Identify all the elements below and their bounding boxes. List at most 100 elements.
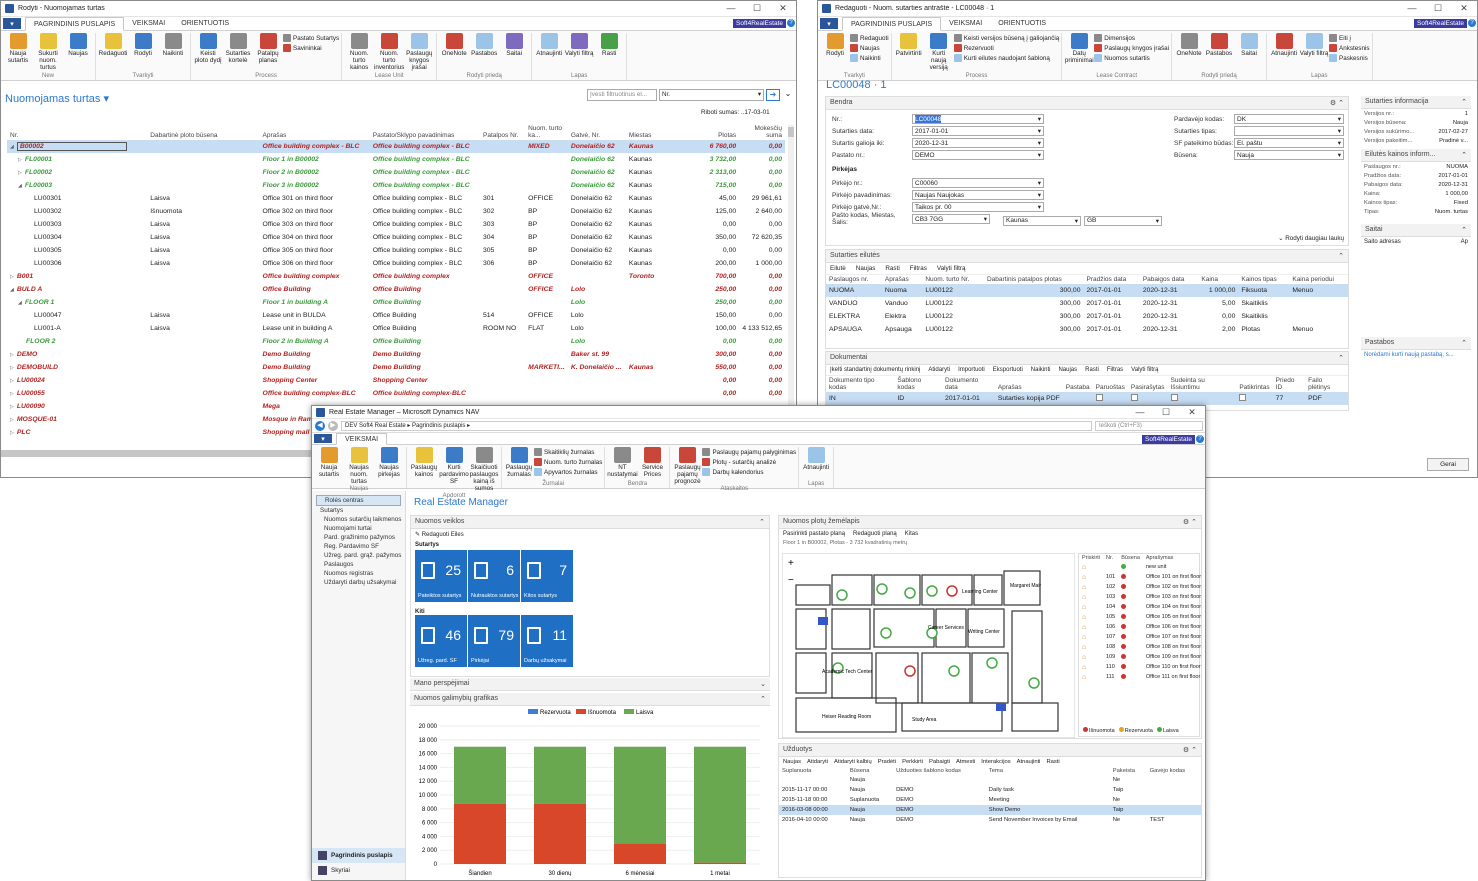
room-outline[interactable] [831,608,871,650]
sutartis-galioja-iki-input[interactable]: 2020-12-31 ▾ [912,138,1044,148]
paslaugu-pajamu-palyginimas-button[interactable]: Paslaugų pajamų palyginimas [702,448,796,456]
tab-navigate[interactable]: ORIENTUOTIS [181,20,230,27]
plotu-sutarc-iu-analize-button[interactable]: Plotų - sutarčių analizė [702,458,796,466]
paslaugu-kainos-button[interactable]: Paslaugų kainos [409,447,439,478]
assign-icon[interactable]: ⌂ [1082,563,1087,571]
map-header[interactable]: Nuomos plotų žemėlapis ⚙ ⌃ [779,516,1201,529]
map-unit-row[interactable]: ⌂ 102 Office 102 on first floor [1079,582,1204,592]
cell-nr[interactable]: LU00304 [7,231,147,244]
bar-is-nuomota[interactable] [694,862,746,864]
bar-laisva[interactable] [454,746,506,804]
pasirinkti-pastato-plana-button[interactable]: Pasirinkti pastato planą [783,531,846,537]
sutarties-kortele-button[interactable]: Sutarties kortelė [223,33,253,64]
column-header-miestas[interactable]: Miestas [628,132,652,139]
redaguoti-plana-button[interactable]: Redaguoti planą [853,531,897,537]
rezervuoti-button[interactable]: Rezervuoti [953,44,1060,52]
pardave-jo-kodas-input[interactable]: DK ▾ [1234,114,1344,124]
atidaryti-button[interactable]: Atidaryti [928,367,951,373]
floor-plan-image[interactable]: + − Margaret Mair Learning Center Career Ser… [782,553,1075,738]
expand-icon[interactable]: ▷ [10,404,14,410]
eksportuoti-button[interactable]: Eksportuoti [992,367,1023,373]
maximize-button[interactable]: ☐ [1433,3,1443,13]
ankstesnis-button[interactable]: Ankstesnis [1329,44,1370,52]
tab-actions[interactable]: VEIKSMAI [336,433,388,445]
column-header-nuom-turto-nr[interactable]: Nuom. turto Nr. [925,276,970,283]
unit-marker[interactable] [986,657,998,669]
unit-marker[interactable] [904,665,916,677]
unit-marker[interactable] [926,627,938,639]
tab-home[interactable]: PAGRINDINIS PUSLAPIS [25,17,125,31]
i-kelti-standartini-dokumentu-rinkini-button[interactable]: Įkelti standartinį dokumentų rinkinį [830,367,921,373]
map-unit-row[interactable]: ⌂ 111 Office 111 on first floor [1079,672,1204,682]
doc-cell[interactable] [1127,392,1168,405]
map-unit-row[interactable]: ⌂ 107 Office 107 on first floor [1079,632,1204,642]
unit-marker[interactable] [948,665,960,677]
column-header-pradz-ios-data[interactable]: Pradžios data [1086,276,1127,283]
checkbox[interactable] [1170,394,1178,401]
table-row[interactable]: ▷ B001 Office building complex Office build… [7,270,785,283]
column-header-kaina-periodui[interactable]: Kaina periodui [1292,276,1334,283]
cell-nr[interactable]: ◢ B00002 [7,140,148,153]
task-row[interactable]: 2015-11-18 00:00 Suplanuota DEMO Meeting Ne [779,795,1201,805]
unit-marker[interactable] [926,585,938,597]
table-row[interactable]: ◢ B00002 Office building complex - BLC Offi… [7,140,785,153]
horizontal-scrollbar[interactable] [1,450,311,457]
assign-icon[interactable]: ⌂ [1082,663,1087,671]
help-icon[interactable]: ? [787,19,795,27]
tasks-header[interactable]: Užduotys ⚙ ⌃ [779,744,1201,757]
ok-button[interactable]: Gerai [1427,458,1469,471]
pabaigti-button[interactable]: Pabaigti [929,759,950,765]
column-header-patalpos-nr[interactable]: Patalpos Nr. [483,132,519,139]
activities-header[interactable]: Nuomos veiklos ⌃ [411,516,769,529]
map-unit-row[interactable]: ⌂ 108 Office 108 on first floor [1079,642,1204,652]
nauja-sutartis-button[interactable]: Nauja sutartis [314,447,344,478]
column-header-s-ablono-kodas[interactable]: Šablono kodas [897,377,922,391]
room-outline[interactable] [875,652,919,704]
column-header-gatve-nr[interactable]: Gatvė, Nr. [570,132,601,139]
tab-actions[interactable]: VEIKSMAI [132,20,166,27]
saitai-button[interactable]: Saitai [1234,33,1264,57]
column-header-dokumento-data[interactable]: Dokumento data [945,377,979,391]
tile-pateiktos-sutartys[interactable]: 25 Pateiktos sutartys [415,550,467,602]
bar-laisva[interactable] [614,746,666,844]
table-row[interactable]: ▷ PLC Shopping mall [7,426,785,439]
table-row[interactable]: ▷ DEMO Demo Building Demo Building Baker st.… [7,348,785,361]
nav-item-role-s-centras[interactable]: Rolės centras [316,495,401,506]
column-header-dabartine-ploto-bu-sena[interactable]: Dabartinė ploto būsena [150,132,218,139]
room-outline[interactable] [795,584,831,606]
paskesnis-button[interactable]: Paskesnis [1329,54,1369,62]
cell-nr[interactable]: ▷ DEMO [7,348,147,361]
patalpu-planas-button[interactable]: Patalpų planas [253,33,283,64]
onenote-button[interactable]: OneNote [439,33,469,57]
table-row[interactable]: ▷ FL00001 Floor 1 in B00002 Office building… [7,153,785,166]
fact-info-header[interactable]: Sutarties informacija ⌃ [1361,96,1471,109]
room-outline[interactable] [873,574,921,606]
table-row[interactable]: LU00303 Laisva Office 303 on third floor Of… [7,218,785,231]
column-header-kainos-tipas[interactable]: Kainos tipas [1241,276,1277,283]
filter-input[interactable]: Įvesti filtruotinus el... [587,89,657,101]
skaic-iuoti-paslaugos-kaina-is-sumos-button[interactable]: Skaičiuoti paslaugos kainą iš sumos [469,447,499,492]
perkkirti-button[interactable]: Perkkirti [902,759,924,765]
column-header-pastaba[interactable]: Pastaba [1065,384,1090,391]
importuoti-button[interactable]: Importuoti [958,367,985,373]
unit-marker[interactable] [836,589,848,601]
map-unit-row[interactable]: ⌂ 103 Office 103 on first floor [1079,592,1204,602]
nav-item-reg-pardavimo-sf[interactable]: Reg. Pardavimo SF [324,543,379,550]
unit-marker[interactable] [904,587,916,599]
nav-item-nuomos-registras[interactable]: Nuomos registras [324,570,374,577]
table-row[interactable]: LU00305 Laisva Office 305 on third floor Of… [7,244,785,257]
map-unit-row[interactable]: ⌂ new unit [1079,562,1204,572]
assign-icon[interactable]: ⌂ [1082,633,1087,641]
naujas-nuom-turtas-button[interactable]: Naujas nuom. turtas [344,447,374,485]
filtras-button[interactable]: Filtras [1106,367,1124,373]
paslaugu-knygos-i-ras-ai-button[interactable]: Paslaugų knygos įrašai [1094,44,1169,52]
tab-navigate[interactable]: ORIENTUOTIS [998,20,1047,27]
column-header-sudeinta-su-is-siuntimu[interactable]: Sudeinta su Išsiuntimu [1170,377,1205,391]
sf-pateikimo-bu-das-input[interactable]: El. paštu ▾ [1234,138,1344,148]
file-menu-button[interactable]: ▾ [3,18,21,29]
expand-icon[interactable]: ▷ [10,352,14,358]
postal-code-select[interactable]: CB3 7GG ▾ [912,214,990,224]
room-outline[interactable] [901,702,1003,732]
room-outline[interactable] [973,574,1003,606]
eiti-i-button[interactable]: Eiti į [1329,34,1369,42]
